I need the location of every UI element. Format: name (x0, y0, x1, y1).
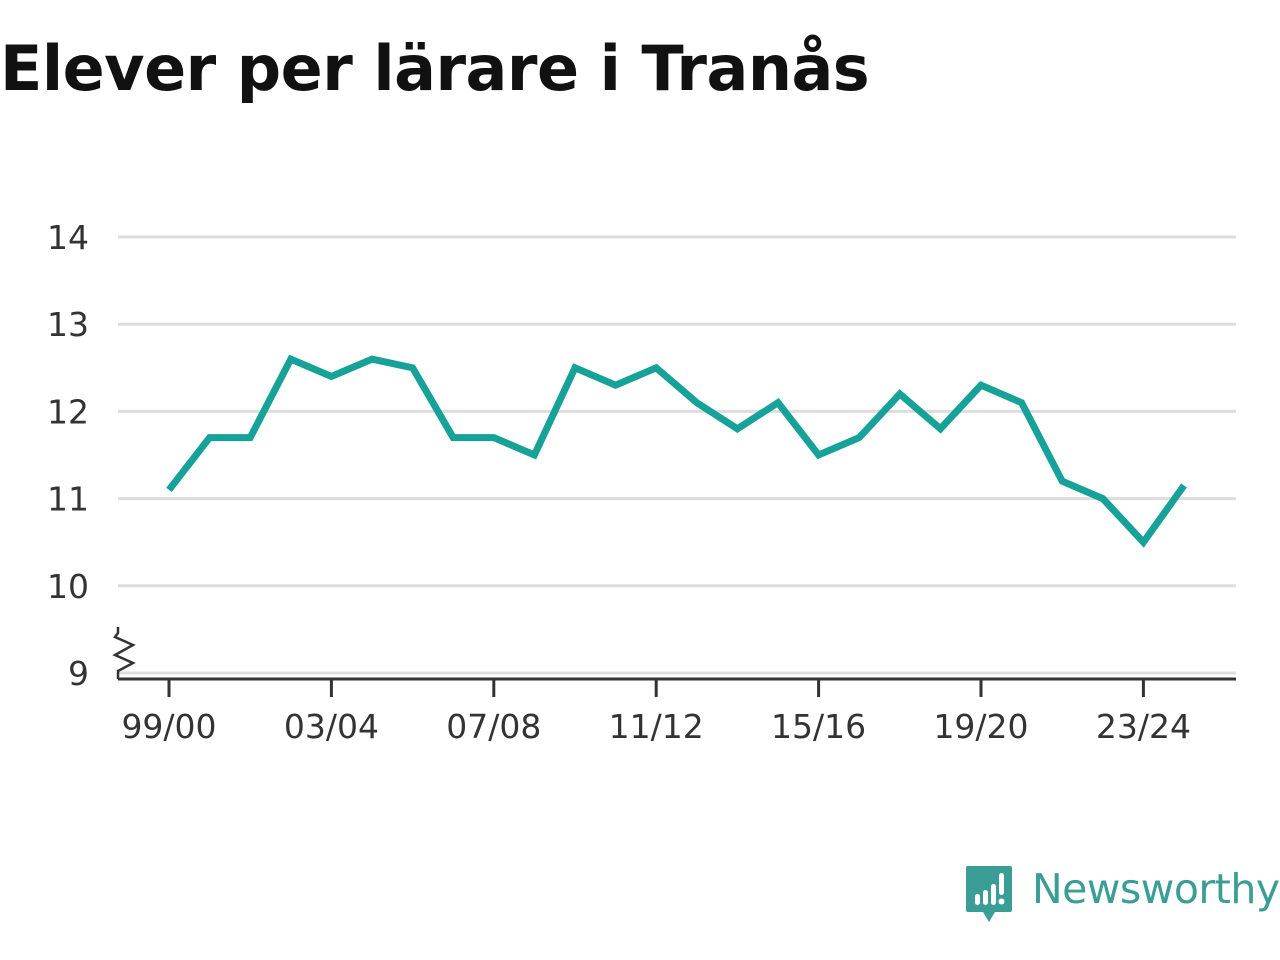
series-layer (166, 354, 1187, 548)
y-tick-label-11: 11 (47, 480, 89, 519)
x-axis (112, 627, 1236, 697)
x-tick-label-15-16: 15/16 (771, 707, 866, 746)
x-tick-label-11-12: 11/12 (609, 707, 704, 746)
x-tick-label-07-08: 07/08 (446, 707, 541, 746)
y-tick-label-14: 14 (47, 218, 89, 257)
y-tick-label-12: 12 (47, 392, 89, 431)
y-tick-label-13: 13 (47, 305, 89, 344)
x-tick-label-03-04: 03/04 (284, 707, 379, 746)
x-tick-label-23-24: 23/24 (1096, 707, 1191, 746)
brand-logo: Newsworthy (964, 864, 1280, 926)
x-tick-label-19-20: 19/20 (933, 707, 1028, 746)
chart-title: Elever per lärare i Tranås (0, 32, 870, 105)
y-axis-break (112, 627, 136, 679)
gridlines (118, 235, 1236, 675)
y-axis-labels: 9 10 11 12 13 14 (47, 218, 89, 693)
x-axis-labels: 99/00 03/04 07/08 11/12 15/16 19/20 23/24 (121, 707, 1191, 746)
y-tick-label-9: 9 (68, 654, 89, 693)
x-tick-label-99-00: 99/00 (121, 707, 216, 746)
y-tick-label-10: 10 (47, 567, 89, 606)
newsworthy-logo-icon (966, 866, 1012, 922)
series-line-0 (166, 354, 1187, 548)
brand-name: Newsworthy (1032, 865, 1280, 913)
